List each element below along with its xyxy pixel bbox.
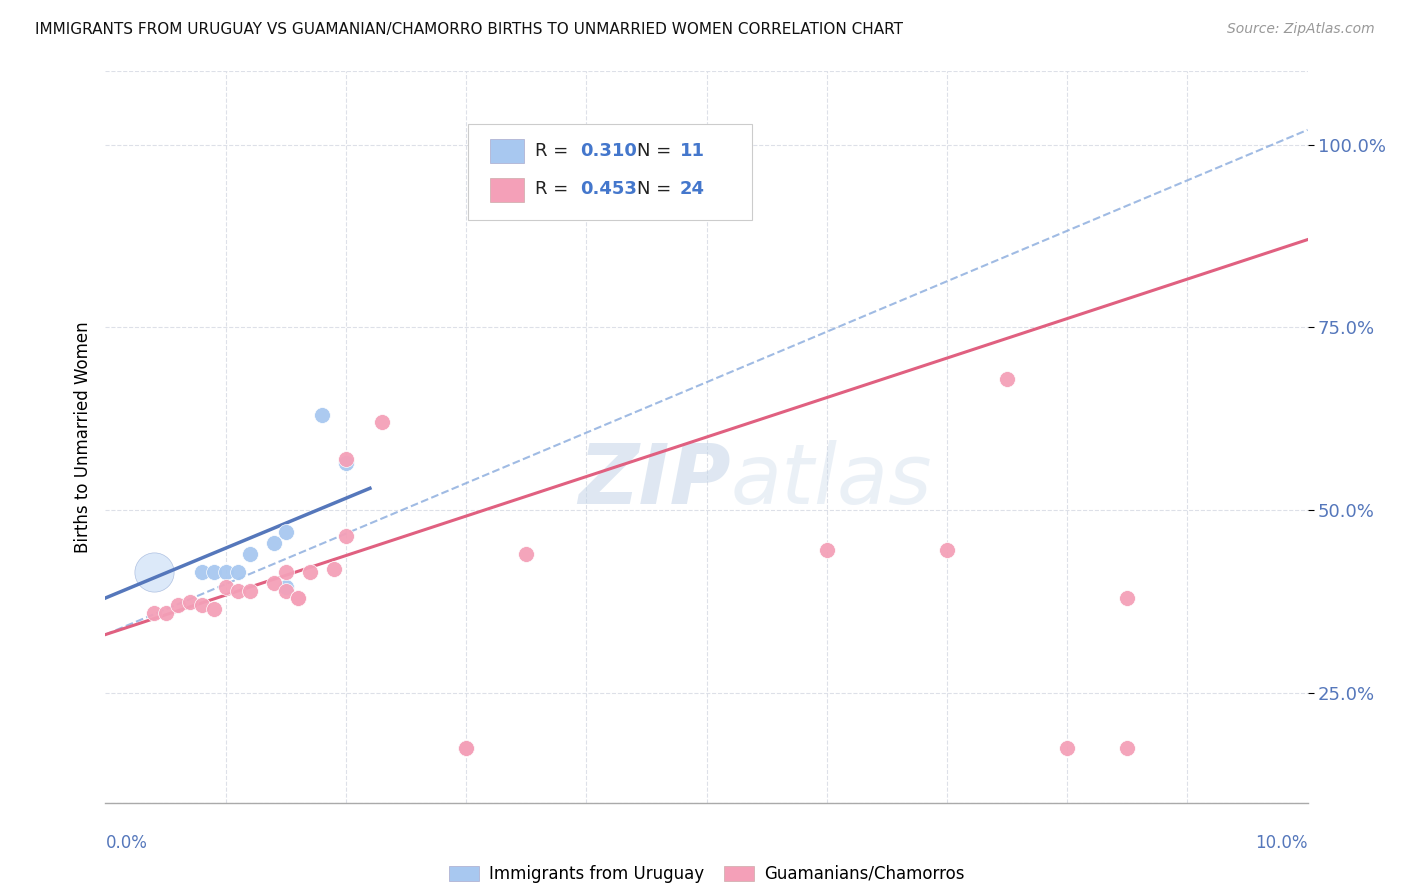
Text: 0.310: 0.310 bbox=[581, 142, 637, 160]
Text: N =: N = bbox=[637, 142, 676, 160]
Point bbox=[454, 740, 477, 755]
Point bbox=[239, 547, 262, 561]
Point bbox=[239, 583, 262, 598]
Text: 24: 24 bbox=[681, 180, 704, 198]
Text: IMMIGRANTS FROM URUGUAY VS GUAMANIAN/CHAMORRO BIRTHS TO UNMARRIED WOMEN CORRELAT: IMMIGRANTS FROM URUGUAY VS GUAMANIAN/CHA… bbox=[35, 22, 903, 37]
Point bbox=[202, 602, 225, 616]
Point bbox=[454, 740, 477, 755]
Y-axis label: Births to Unmarried Women: Births to Unmarried Women bbox=[73, 321, 91, 553]
Point bbox=[274, 566, 297, 580]
Point bbox=[815, 543, 838, 558]
Legend: Immigrants from Uruguay, Guamanians/Chamorros: Immigrants from Uruguay, Guamanians/Cham… bbox=[441, 858, 972, 889]
Point bbox=[166, 599, 188, 613]
Point bbox=[274, 580, 297, 594]
Point bbox=[515, 547, 537, 561]
Point bbox=[936, 543, 959, 558]
Point bbox=[179, 594, 201, 608]
FancyBboxPatch shape bbox=[468, 124, 752, 219]
Point bbox=[287, 591, 309, 605]
Point bbox=[263, 536, 285, 550]
Point bbox=[995, 371, 1018, 385]
Text: R =: R = bbox=[534, 180, 574, 198]
Point bbox=[263, 576, 285, 591]
Text: 0.453: 0.453 bbox=[581, 180, 637, 198]
Text: ZIP: ZIP bbox=[578, 441, 731, 522]
Point bbox=[155, 606, 177, 620]
Point bbox=[214, 580, 236, 594]
FancyBboxPatch shape bbox=[491, 178, 524, 202]
Text: Source: ZipAtlas.com: Source: ZipAtlas.com bbox=[1227, 22, 1375, 37]
Point bbox=[202, 566, 225, 580]
FancyBboxPatch shape bbox=[491, 139, 524, 162]
Point bbox=[454, 740, 477, 755]
Point bbox=[226, 566, 249, 580]
Point bbox=[1116, 740, 1139, 755]
Point bbox=[322, 562, 344, 576]
Point bbox=[142, 566, 165, 580]
Point bbox=[226, 583, 249, 598]
Point bbox=[190, 599, 212, 613]
Text: R =: R = bbox=[534, 142, 574, 160]
Point bbox=[298, 566, 321, 580]
Text: atlas: atlas bbox=[731, 441, 932, 522]
Text: 0.0%: 0.0% bbox=[105, 834, 148, 852]
Point bbox=[190, 566, 212, 580]
Text: 11: 11 bbox=[681, 142, 704, 160]
Point bbox=[274, 583, 297, 598]
Point bbox=[287, 591, 309, 605]
Point bbox=[1056, 740, 1078, 755]
Point bbox=[335, 529, 357, 543]
Point bbox=[371, 416, 394, 430]
Point bbox=[274, 525, 297, 540]
Point bbox=[214, 566, 236, 580]
Point bbox=[335, 452, 357, 467]
Point bbox=[335, 456, 357, 470]
Point bbox=[1116, 591, 1139, 605]
Point bbox=[311, 408, 333, 422]
Text: 10.0%: 10.0% bbox=[1256, 834, 1308, 852]
Point bbox=[142, 606, 165, 620]
Text: N =: N = bbox=[637, 180, 676, 198]
